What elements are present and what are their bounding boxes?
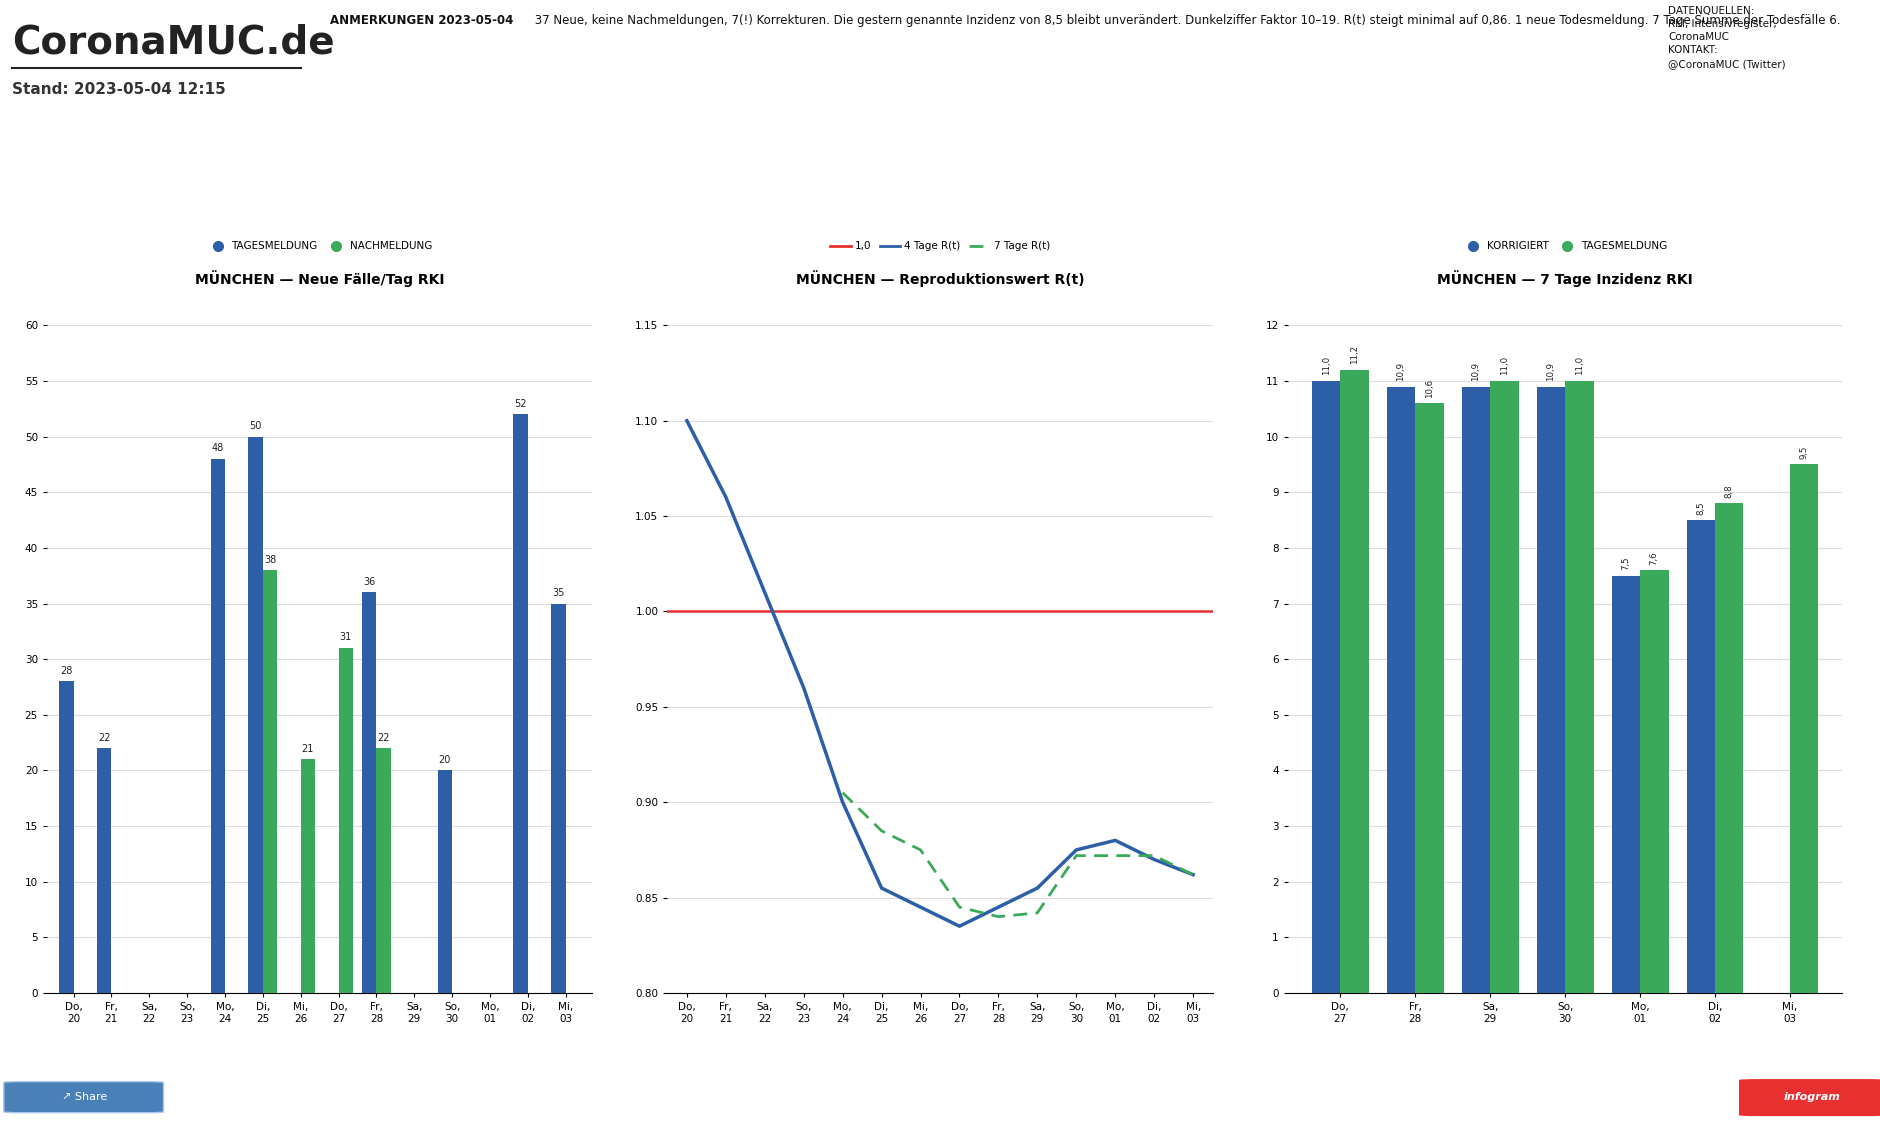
Text: 7,6: 7,6 xyxy=(1651,551,1658,564)
Text: 50: 50 xyxy=(250,421,261,431)
Bar xyxy=(1312,381,1340,993)
Text: 11,0: 11,0 xyxy=(1322,357,1331,376)
Text: Di–Sa.*: Di–Sa.* xyxy=(1705,243,1741,254)
Text: Gesamt: 721.035: Gesamt: 721.035 xyxy=(115,243,199,254)
Legend: 1,0, 4 Tage R(t), 7 Tage R(t): 1,0, 4 Tage R(t), 7 Tage R(t) xyxy=(825,237,1055,256)
Text: REPRODUKTIONSWERT: REPRODUKTIONSWERT xyxy=(1348,136,1472,146)
FancyBboxPatch shape xyxy=(1739,1079,1880,1116)
Bar xyxy=(438,771,451,993)
Text: +30: +30 xyxy=(113,177,199,215)
Legend: TAGESMELDUNG, NACHMELDUNG: TAGESMELDUNG, NACHMELDUNG xyxy=(203,237,436,256)
Text: 8: 8 xyxy=(701,177,729,215)
Bar xyxy=(1611,576,1639,993)
Bar xyxy=(513,414,528,993)
Bar xyxy=(1639,570,1669,993)
Bar xyxy=(98,748,111,993)
Text: Made with: Made with xyxy=(1684,1092,1739,1102)
Text: 36: 36 xyxy=(363,577,376,587)
Text: DATENQUELLEN:
RKI, Intensivregister,
CoronaMUC
KONTAKT:
@CoronaMUC (Twitter): DATENQUELLEN: RKI, Intensivregister, Cor… xyxy=(1668,6,1786,68)
Bar xyxy=(58,681,73,993)
Text: 9,5: 9,5 xyxy=(1799,445,1809,459)
Text: TODESFÄLLE: TODESFÄLLE xyxy=(436,136,504,146)
Text: Täglich: Täglich xyxy=(1079,275,1113,285)
Bar xyxy=(248,436,263,993)
Bar xyxy=(1686,521,1715,993)
Text: MÜNCHEN: MÜNCHEN xyxy=(690,243,741,254)
Text: Stand: 2023-05-04 12:15: Stand: 2023-05-04 12:15 xyxy=(13,82,226,98)
Text: 28: 28 xyxy=(60,665,73,675)
Text: 20: 20 xyxy=(438,755,451,765)
Text: 11,2: 11,2 xyxy=(1350,346,1359,365)
Text: 11,0: 11,0 xyxy=(1500,357,1510,376)
Bar xyxy=(1416,403,1444,993)
Text: CoronaMUC.de: CoronaMUC.de xyxy=(13,24,335,62)
Text: 10,9: 10,9 xyxy=(1397,362,1406,381)
Text: 0,86 ▲: 0,86 ▲ xyxy=(1340,177,1480,215)
Text: 10,9: 10,9 xyxy=(1472,362,1480,381)
Text: 48: 48 xyxy=(212,443,224,453)
Text: Gesamt: 2.635: Gesamt: 2.635 xyxy=(434,243,506,254)
Bar xyxy=(1536,387,1564,993)
Text: INZIDENZ RKI: INZIDENZ RKI xyxy=(1686,136,1760,146)
Bar xyxy=(1715,504,1743,993)
Title: MÜNCHEN — Neue Fälle/Tag RKI: MÜNCHEN — Neue Fälle/Tag RKI xyxy=(196,270,444,287)
Legend: KORRIGIERT, TAGESMELDUNG: KORRIGIERT, TAGESMELDUNG xyxy=(1459,237,1671,256)
Bar xyxy=(338,649,353,993)
Text: 10,9: 10,9 xyxy=(1547,362,1555,381)
Bar xyxy=(1340,370,1369,993)
Text: 38: 38 xyxy=(263,554,276,564)
Text: Quelle: CoronaMUC: Quelle: CoronaMUC xyxy=(1363,243,1457,254)
Bar xyxy=(376,748,391,993)
Text: IFR/KH basiert: IFR/KH basiert xyxy=(1062,243,1132,254)
Text: 22: 22 xyxy=(98,733,111,743)
FancyBboxPatch shape xyxy=(4,1082,164,1113)
Bar xyxy=(211,459,226,993)
Bar xyxy=(263,570,276,993)
Text: 8,5: 8,5 xyxy=(1696,500,1705,515)
Bar xyxy=(301,760,316,993)
Text: 10–20: 10–20 xyxy=(1032,177,1160,215)
Text: 10,6: 10,6 xyxy=(1425,378,1434,397)
Text: -2: -2 xyxy=(829,177,872,215)
Text: Di–Sa.*: Di–Sa.* xyxy=(453,275,487,285)
Text: ANMERKUNGEN 2023-05-04: ANMERKUNGEN 2023-05-04 xyxy=(331,15,513,27)
Bar xyxy=(363,592,376,993)
Text: ↗ Share: ↗ Share xyxy=(62,1092,107,1102)
Text: 21: 21 xyxy=(301,744,314,754)
Bar xyxy=(1491,381,1519,993)
Bar xyxy=(1461,387,1491,993)
Text: Täglich: Täglich xyxy=(1393,275,1427,285)
Text: 35: 35 xyxy=(553,588,564,598)
Text: infogram: infogram xyxy=(1784,1092,1841,1102)
Text: +1: +1 xyxy=(440,177,500,215)
Text: DUNKELZIFFER FAKTOR: DUNKELZIFFER FAKTOR xyxy=(1032,136,1162,146)
Text: VERÄNDERUNG: VERÄNDERUNG xyxy=(814,243,889,254)
Bar xyxy=(551,604,566,993)
Text: 52: 52 xyxy=(515,398,526,408)
Text: 8,8: 8,8 xyxy=(1724,485,1733,498)
Text: BESTÄTIGTE FÄLLE: BESTÄTIGTE FÄLLE xyxy=(107,136,207,146)
Text: Täglich: Täglich xyxy=(767,275,801,285)
Text: 37 Neue, keine Nachmeldungen, 7(!) Korrekturen. Die gestern genannte Inzidenz vo: 37 Neue, keine Nachmeldungen, 7(!) Korre… xyxy=(532,15,1841,27)
Text: 22: 22 xyxy=(378,733,389,743)
Bar xyxy=(1387,387,1416,993)
Bar xyxy=(1790,465,1818,993)
Text: 11,0: 11,0 xyxy=(1575,357,1583,376)
Text: 31: 31 xyxy=(340,633,352,643)
Text: 9,5: 9,5 xyxy=(1688,177,1758,215)
Text: INTENSIVBETTENBELEGUNG: INTENSIVBETTENBELEGUNG xyxy=(707,136,859,146)
Title: MÜNCHEN — 7 Tage Inzidenz RKI: MÜNCHEN — 7 Tage Inzidenz RKI xyxy=(1436,270,1694,287)
Bar xyxy=(1564,381,1594,993)
Title: MÜNCHEN — Reproduktionswert R(t): MÜNCHEN — Reproduktionswert R(t) xyxy=(795,270,1085,287)
Text: Di–Sa.*: Di–Sa.* xyxy=(139,275,175,285)
Text: 7,5: 7,5 xyxy=(1621,557,1630,570)
Text: * RKI Zahlen zu Inzidenz, Fallzahlen, Nachmeldungen und Todesfällen: Dienstag bi: * RKI Zahlen zu Inzidenz, Fallzahlen, Na… xyxy=(461,1063,1419,1077)
